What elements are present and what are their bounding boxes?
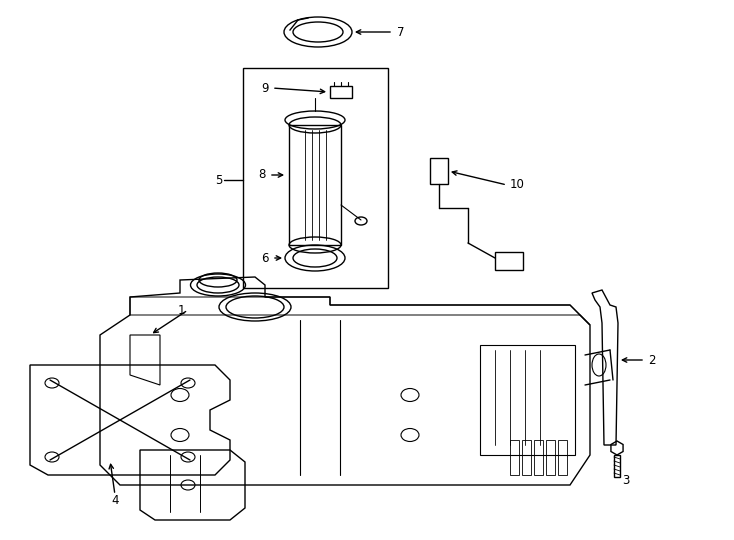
Text: 6: 6 — [261, 252, 269, 265]
Bar — [522, 440, 531, 475]
Text: 4: 4 — [112, 494, 119, 507]
Text: 9: 9 — [261, 82, 269, 94]
Text: 1: 1 — [178, 303, 185, 316]
Bar — [546, 440, 555, 475]
Bar — [243, 68, 388, 288]
Text: 8: 8 — [258, 168, 266, 181]
Text: 10: 10 — [510, 179, 525, 192]
Bar — [480, 345, 575, 455]
Bar — [614, 455, 620, 477]
Bar — [330, 86, 352, 98]
Bar — [534, 440, 543, 475]
Text: 7: 7 — [397, 25, 404, 38]
Bar — [289, 125, 341, 245]
Text: 3: 3 — [622, 474, 630, 487]
Text: 5: 5 — [214, 173, 222, 186]
Bar — [558, 440, 567, 475]
Bar — [510, 440, 519, 475]
Bar — [495, 252, 523, 270]
Bar — [430, 158, 448, 184]
Text: 2: 2 — [648, 354, 655, 367]
